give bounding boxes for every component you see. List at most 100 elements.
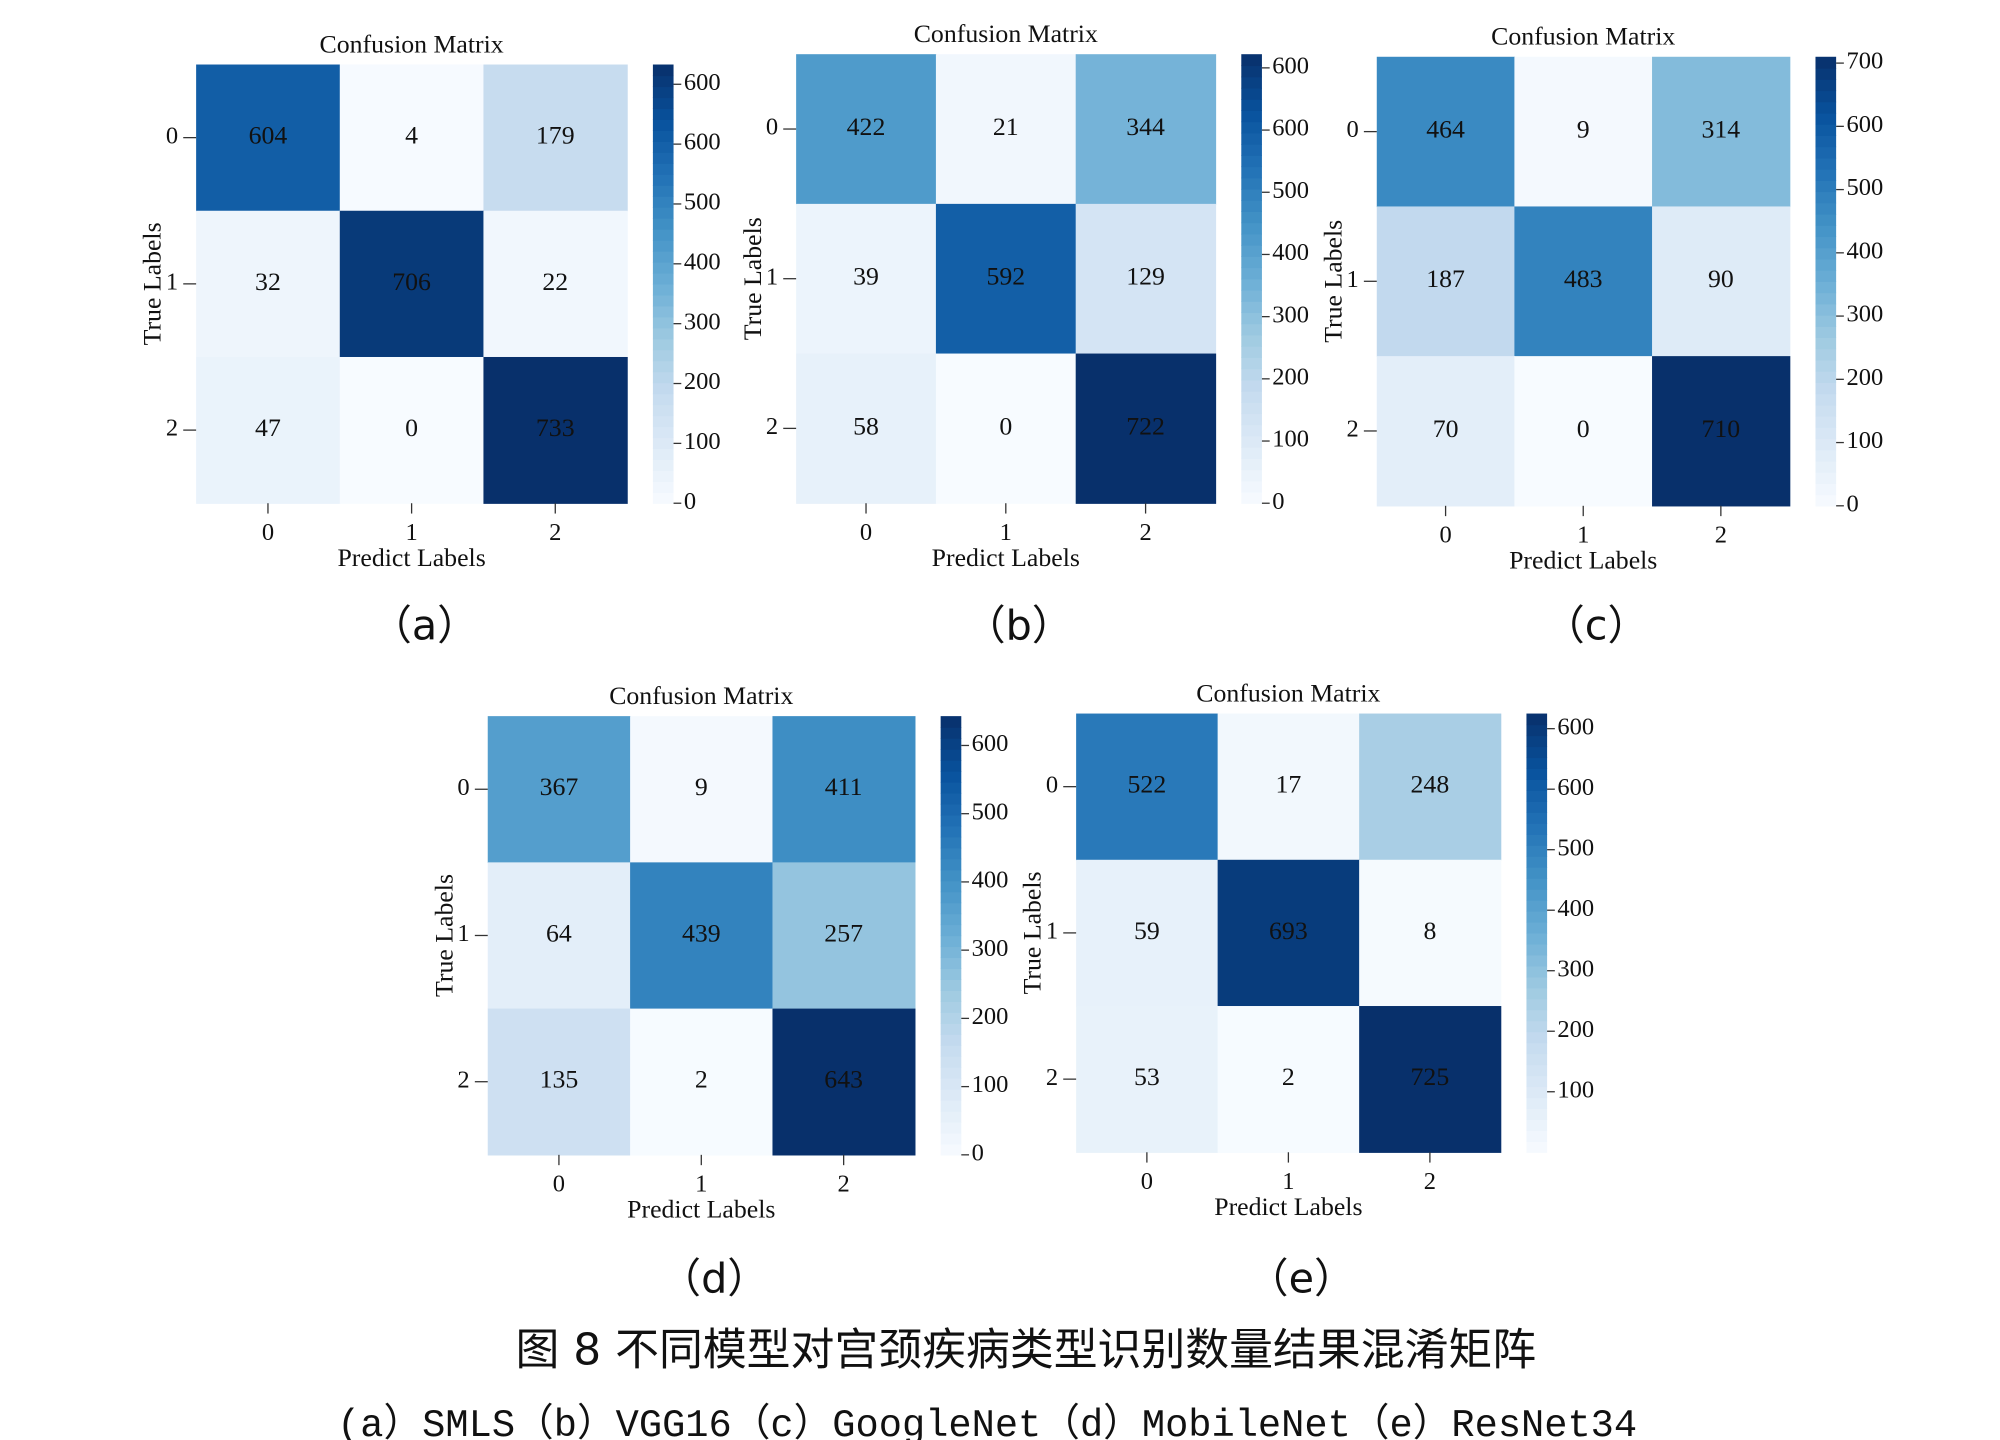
colorbar-segment (1815, 483, 1837, 496)
colorbar-segment (1815, 169, 1837, 181)
colorbar-segment (940, 935, 962, 948)
colorbar-segment (1526, 724, 1548, 737)
colorbar-segment (1241, 256, 1262, 269)
subfigure-label: （e） (1247, 1254, 1355, 1302)
y-tick-label: 2 (1046, 1064, 1058, 1091)
y-tick-label: 2 (457, 1066, 469, 1093)
colorbar-segment (652, 404, 674, 417)
colorbar-tick-label: 400 (1557, 895, 1594, 922)
colorbar-segment (1241, 267, 1262, 280)
colorbar-tick-label: 700 (1846, 48, 1883, 75)
heatmap-cell (630, 1008, 774, 1156)
cell-label: 39 (853, 262, 879, 291)
colorbar-tick-label: 400 (1846, 237, 1883, 264)
y-tick-label: 0 (1346, 116, 1358, 143)
colorbar-segment (1815, 281, 1837, 294)
y-tick-label: 0 (766, 114, 778, 141)
colorbar-segment (652, 130, 674, 142)
y-axis-label: True Labels (138, 222, 167, 345)
colorbar-segment (940, 957, 962, 970)
colorbar-segment (652, 119, 674, 131)
colorbar-segment (940, 1056, 962, 1068)
cell-label: 464 (1426, 115, 1465, 144)
colorbar-segment (1526, 987, 1548, 1000)
chart-title: Confusion Matrix (1196, 678, 1380, 707)
heatmap-cell (483, 356, 628, 504)
heatmap-cell (1652, 56, 1791, 208)
colorbar-segment (1815, 236, 1837, 249)
colorbar-segment (1241, 301, 1262, 314)
colorbar-tick-label: 0 (1846, 490, 1858, 517)
colorbar-segment (1241, 233, 1262, 246)
x-tick-label: 1 (1577, 521, 1589, 548)
cell-label: 21 (993, 112, 1019, 141)
x-tick-label: 1 (695, 1170, 707, 1197)
colorbar-tick-label: 200 (1557, 1016, 1594, 1043)
colorbar-segment (652, 448, 674, 460)
cell-label: 17 (1275, 770, 1301, 799)
chart-title: Confusion Matrix (609, 681, 793, 710)
colorbar-segment (652, 250, 674, 263)
colorbar-tick-label: 500 (1272, 177, 1309, 204)
colorbar-segment (940, 738, 962, 750)
y-tick-label: 1 (457, 920, 469, 947)
colorbar-segment (1815, 157, 1837, 170)
y-tick-label: 0 (166, 122, 178, 149)
chart-title: Confusion Matrix (1491, 22, 1675, 51)
colorbar-tick-label: 600 (1557, 774, 1594, 801)
heatmap-cell (1359, 1006, 1502, 1153)
colorbar-segment (1815, 404, 1837, 417)
colorbar-segment (1815, 146, 1837, 159)
cell-label: 643 (824, 1065, 863, 1094)
x-axis-label: Predict Labels (1214, 1192, 1362, 1221)
cell-label: 422 (847, 112, 886, 141)
heatmap-cell (1514, 356, 1653, 507)
colorbar-segment (1526, 910, 1548, 923)
colorbar-segment (1526, 943, 1548, 956)
colorbar-segment (940, 924, 962, 937)
colorbar-segment (1815, 79, 1837, 92)
colorbar-tick-label: 600 (684, 69, 721, 96)
colorbar-segment (1526, 713, 1548, 726)
cell-label: 22 (542, 267, 568, 296)
colorbar-segment (1815, 393, 1837, 406)
colorbar-segment (1526, 768, 1548, 780)
colorbar-segment (1526, 954, 1548, 967)
colorbar-tick-label: 0 (684, 488, 696, 515)
colorbar-segment (940, 913, 962, 926)
x-axis-label: Predict Labels (627, 1195, 775, 1224)
colorbar-segment (1815, 427, 1837, 440)
colorbar-segment (940, 1012, 962, 1024)
colorbar-tick-label: 100 (972, 1071, 1009, 1098)
cell-label: 32 (255, 267, 281, 296)
colorbar-tick-label: 500 (684, 189, 721, 216)
cell-label: 722 (1126, 411, 1165, 440)
colorbar-segment (940, 858, 962, 871)
cell-label: 90 (1708, 264, 1734, 293)
colorbar-segment (1241, 458, 1262, 471)
subfigure-label: （d） (660, 1254, 769, 1302)
colorbar-segment (940, 891, 962, 904)
colorbar-segment (652, 272, 674, 285)
cell-label: 439 (682, 918, 721, 947)
colorbar-segment (1815, 382, 1837, 395)
colorbar-tick-label: 300 (1557, 955, 1594, 982)
colorbar-segment (1526, 1031, 1548, 1044)
x-tick-label: 1 (1000, 519, 1012, 546)
colorbar-tick-label: 200 (972, 1003, 1009, 1030)
colorbar-segment (1526, 965, 1548, 978)
colorbar-segment (1241, 144, 1262, 156)
colorbar-segment (652, 459, 674, 471)
cell-label: 0 (1577, 414, 1590, 443)
colorbar-segment (1241, 155, 1262, 168)
heatmap-cell (339, 210, 485, 358)
cell-label: 344 (1126, 112, 1165, 141)
colorbar-segment (1526, 976, 1548, 989)
y-tick-label: 1 (1046, 918, 1058, 945)
colorbar-segment (1815, 68, 1837, 80)
heatmap-cell (339, 356, 485, 504)
colorbar-segment (940, 990, 962, 1002)
colorbar-segment (940, 968, 962, 980)
colorbar-segment (1815, 371, 1837, 383)
colorbar-tick-label: 100 (1272, 426, 1309, 453)
